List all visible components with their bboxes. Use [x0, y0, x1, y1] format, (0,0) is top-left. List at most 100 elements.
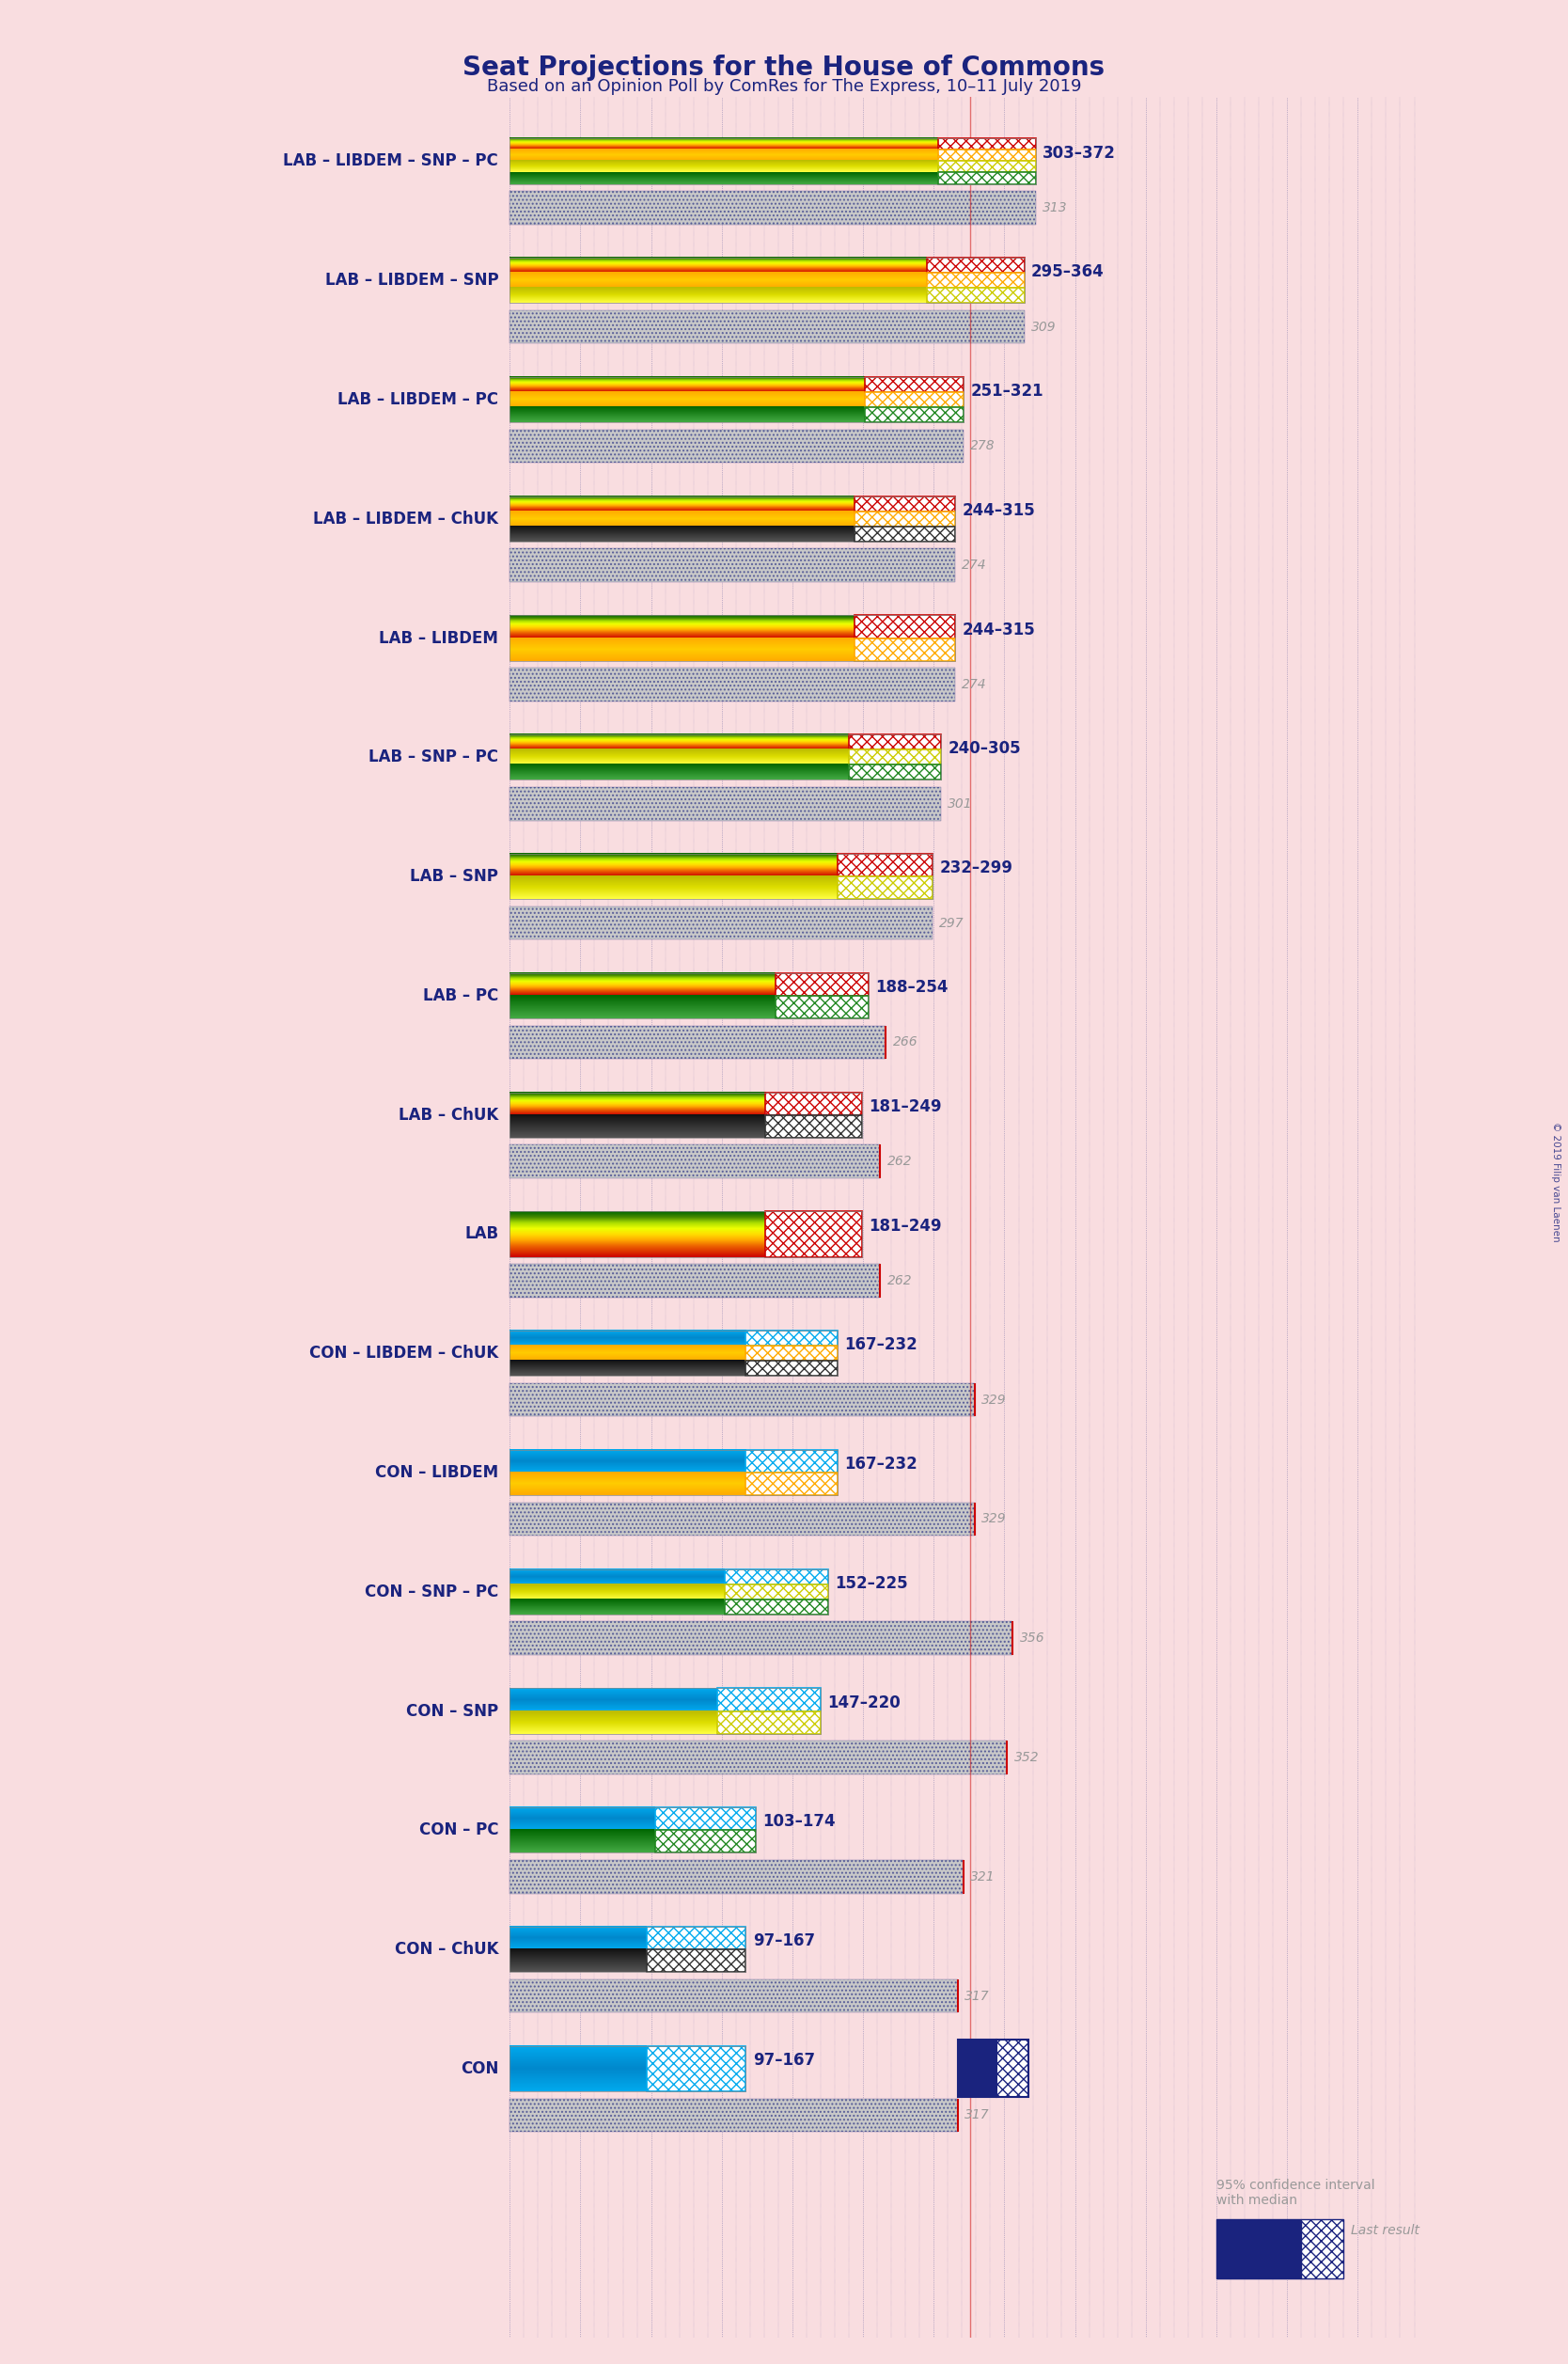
Bar: [746, 1449, 837, 1473]
Text: LAB – LIBDEM – ChUK: LAB – LIBDEM – ChUK: [314, 511, 499, 527]
Text: Last result: Last result: [1350, 2225, 1419, 2236]
Bar: [510, 310, 1024, 343]
Text: 262: 262: [887, 1156, 913, 1168]
Bar: [765, 1092, 862, 1116]
Bar: [648, 1927, 746, 1950]
Bar: [765, 1116, 862, 1137]
Bar: [864, 392, 963, 407]
Bar: [997, 2040, 1029, 2097]
Bar: [510, 376, 963, 423]
Bar: [855, 527, 955, 541]
Text: 251–321: 251–321: [971, 383, 1043, 400]
Text: 97–167: 97–167: [753, 2052, 815, 2068]
Bar: [855, 638, 955, 660]
Bar: [765, 1210, 862, 1258]
Text: 321: 321: [971, 1870, 996, 1884]
Text: LAB – LIBDEM – PC: LAB – LIBDEM – PC: [337, 390, 499, 409]
Bar: [746, 1345, 837, 1362]
Bar: [776, 974, 869, 995]
Text: 274: 274: [963, 678, 986, 690]
Text: 181–249: 181–249: [869, 1099, 942, 1116]
Text: 262: 262: [887, 1274, 913, 1288]
Bar: [837, 853, 933, 877]
Text: 356: 356: [1019, 1631, 1044, 1645]
Bar: [510, 1504, 975, 1537]
Text: 232–299: 232–299: [939, 860, 1013, 877]
Bar: [855, 615, 955, 638]
Bar: [510, 1622, 1013, 1655]
Text: LAB – SNP: LAB – SNP: [411, 868, 499, 884]
Bar: [510, 2099, 958, 2132]
Bar: [510, 191, 1035, 225]
Bar: [724, 1600, 828, 1615]
Text: 240–305: 240–305: [949, 740, 1021, 756]
Bar: [848, 735, 941, 749]
Bar: [510, 615, 955, 660]
Text: LAB – ChUK: LAB – ChUK: [398, 1106, 499, 1123]
Bar: [837, 877, 933, 898]
Text: CON – SNP – PC: CON – SNP – PC: [365, 1584, 499, 1600]
Bar: [510, 1383, 975, 1416]
Bar: [958, 2040, 997, 2097]
Bar: [938, 139, 1035, 149]
Bar: [724, 1584, 828, 1600]
Text: 274: 274: [963, 558, 986, 572]
Bar: [927, 258, 1024, 272]
Bar: [510, 548, 955, 582]
Text: 313: 313: [1043, 201, 1068, 215]
Bar: [855, 496, 955, 511]
Bar: [648, 2045, 746, 2092]
Text: CON – ChUK: CON – ChUK: [395, 1941, 499, 1957]
Bar: [655, 1808, 756, 1830]
Text: 301: 301: [949, 797, 972, 811]
Bar: [648, 1950, 746, 1972]
Bar: [718, 1688, 820, 1712]
Bar: [510, 1808, 756, 1853]
Bar: [510, 1622, 1013, 1655]
Bar: [510, 496, 955, 541]
Text: © 2019 Filip van Laenen: © 2019 Filip van Laenen: [1551, 1123, 1560, 1241]
Text: 303–372: 303–372: [1043, 144, 1116, 161]
Bar: [510, 974, 869, 1019]
Text: 167–232: 167–232: [845, 1336, 917, 1355]
Text: LAB – LIBDEM – SNP: LAB – LIBDEM – SNP: [325, 272, 499, 288]
Text: 278: 278: [971, 440, 996, 454]
Bar: [848, 749, 941, 766]
Bar: [510, 1979, 958, 2012]
Bar: [855, 511, 955, 527]
Bar: [724, 1570, 828, 1584]
Text: CON – LIBDEM – ChUK: CON – LIBDEM – ChUK: [309, 1345, 499, 1362]
Text: Seat Projections for the House of Commons: Seat Projections for the House of Common…: [463, 54, 1105, 80]
Text: 266: 266: [892, 1035, 917, 1050]
Bar: [864, 376, 963, 392]
Text: 297: 297: [939, 917, 964, 929]
Text: LAB – SNP – PC: LAB – SNP – PC: [368, 749, 499, 766]
Bar: [746, 1473, 837, 1494]
Bar: [510, 669, 955, 702]
Text: CON – PC: CON – PC: [419, 1823, 499, 1839]
Bar: [718, 1712, 820, 1733]
Bar: [510, 1026, 886, 1059]
Text: 317: 317: [964, 1990, 989, 2002]
Bar: [510, 430, 963, 463]
Bar: [510, 1927, 746, 1972]
Bar: [510, 1740, 1007, 1775]
Bar: [510, 1265, 880, 1298]
Text: 329: 329: [982, 1392, 1007, 1407]
Text: 329: 329: [982, 1513, 1007, 1525]
Bar: [510, 1860, 963, 1894]
Bar: [1301, 2220, 1344, 2279]
Bar: [510, 2045, 746, 2092]
Bar: [510, 905, 933, 941]
Text: 103–174: 103–174: [762, 1813, 836, 1830]
Bar: [510, 1026, 886, 1059]
Bar: [510, 1092, 862, 1137]
Bar: [510, 310, 1024, 343]
Bar: [776, 995, 869, 1019]
Bar: [510, 548, 955, 582]
Bar: [510, 1570, 828, 1615]
Bar: [746, 1362, 837, 1376]
Bar: [510, 430, 963, 463]
Bar: [938, 149, 1035, 161]
Bar: [510, 735, 941, 780]
